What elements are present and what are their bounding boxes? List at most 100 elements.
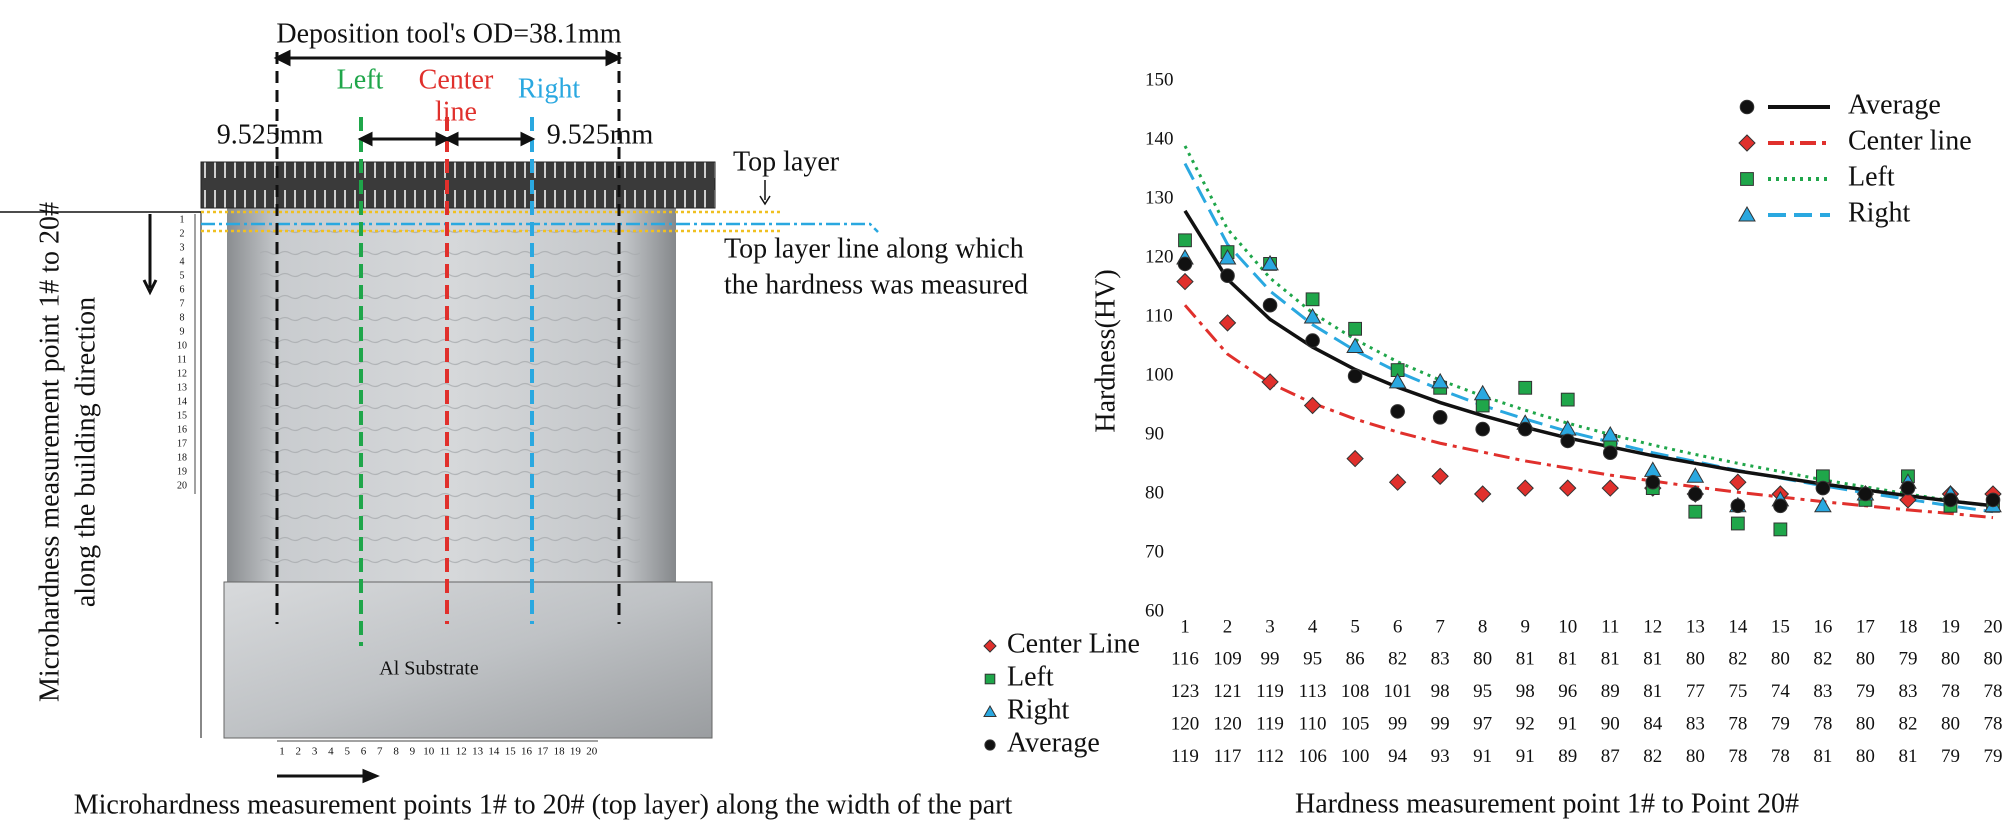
table-value: 79 bbox=[1984, 746, 2003, 767]
ruler-label: 16 bbox=[177, 424, 187, 435]
trend-line bbox=[1183, 209, 1994, 508]
table-value: 80 bbox=[1941, 648, 1960, 669]
table-value: 89 bbox=[1601, 681, 1620, 702]
table-value: 112 bbox=[1256, 746, 1284, 767]
marker bbox=[1899, 491, 1917, 509]
marker bbox=[1516, 479, 1534, 497]
caption: Microhardness measurement points 1# to 2… bbox=[74, 789, 1013, 820]
ruler-label: 6 bbox=[180, 284, 185, 295]
table-value: 81 bbox=[1601, 648, 1620, 669]
table-value: 123 bbox=[1171, 681, 1200, 702]
table-value: 97 bbox=[1473, 713, 1492, 734]
ruler-label: 19 bbox=[570, 746, 582, 758]
ruler-label: 18 bbox=[554, 746, 566, 758]
table-value: 80 bbox=[1856, 713, 1875, 734]
table-value: 86 bbox=[1346, 648, 1365, 669]
table-value: 101 bbox=[1383, 681, 1412, 702]
marker bbox=[1262, 297, 1278, 313]
x-tick-label: 9 bbox=[1520, 616, 1530, 637]
substrate-label: Al Substrate bbox=[379, 658, 479, 680]
table-value: 92 bbox=[1516, 713, 1535, 734]
table-value: 78 bbox=[1728, 746, 1747, 767]
legend-label: Center line bbox=[1848, 125, 1972, 156]
marker bbox=[983, 704, 997, 717]
marker bbox=[1739, 99, 1755, 115]
marker bbox=[984, 739, 996, 751]
table-value: 81 bbox=[1643, 648, 1662, 669]
marker bbox=[1730, 498, 1746, 514]
table-value: 82 bbox=[1813, 648, 1832, 669]
x-tick-label: 17 bbox=[1856, 616, 1875, 637]
top-layer-label: Top layer bbox=[733, 146, 840, 177]
table-value: 78 bbox=[1941, 681, 1960, 702]
table-value: 91 bbox=[1473, 746, 1492, 767]
center-label: Center bbox=[419, 64, 494, 95]
marker bbox=[1518, 380, 1533, 395]
marker bbox=[1178, 233, 1192, 248]
marker bbox=[1730, 516, 1745, 531]
ruler-label: 1 bbox=[180, 214, 185, 225]
marker bbox=[1900, 480, 1916, 496]
y-axis-label: Hardness(HV) bbox=[1090, 269, 1121, 432]
legend-label: Right bbox=[1848, 197, 1910, 228]
table-value: 120 bbox=[1171, 713, 1200, 734]
x-tick-label: 20 bbox=[1984, 616, 2003, 637]
marker bbox=[1601, 425, 1620, 442]
part-photo bbox=[200, 161, 716, 739]
table-value: 78 bbox=[1771, 746, 1790, 767]
marker bbox=[1432, 410, 1448, 425]
vertical-label: along the building direction bbox=[70, 297, 101, 607]
offset-label: 9.525mm bbox=[547, 119, 654, 150]
y-tick-label: 60 bbox=[1145, 600, 1164, 621]
marker bbox=[1560, 433, 1576, 449]
center-label: line bbox=[435, 96, 477, 127]
annotation-lines bbox=[0, 49, 879, 784]
marker bbox=[1738, 134, 1756, 152]
ruler-label: 10 bbox=[177, 340, 187, 351]
legend-label: Center Line bbox=[1007, 628, 1140, 659]
marker bbox=[1815, 469, 1830, 484]
table-value: 80 bbox=[1473, 648, 1492, 669]
ruler-label: 12 bbox=[456, 746, 467, 758]
table-value: 80 bbox=[1856, 648, 1875, 669]
table-value: 78 bbox=[1984, 681, 2003, 702]
ruler-label: 2 bbox=[296, 746, 302, 758]
ruler-label: 14 bbox=[488, 746, 500, 758]
table-value: 82 bbox=[1388, 648, 1407, 669]
x-tick-label: 7 bbox=[1435, 616, 1445, 637]
ruler-label: 11 bbox=[440, 746, 451, 758]
y-tick-label: 110 bbox=[1145, 305, 1173, 326]
table-value: 82 bbox=[1728, 648, 1747, 669]
x-axis-label: Hardness measurement point 1# to Point 2… bbox=[1295, 788, 1799, 819]
x-tick-label: 14 bbox=[1728, 616, 1748, 637]
table-value: 81 bbox=[1516, 648, 1535, 669]
legend-label: Left bbox=[1007, 661, 1054, 692]
x-tick-label: 3 bbox=[1265, 616, 1275, 637]
marker bbox=[1688, 486, 1703, 502]
table-value: 96 bbox=[1558, 681, 1577, 702]
marker bbox=[1858, 486, 1873, 502]
tool-label: Deposition tool's OD=38.1mm bbox=[276, 18, 621, 49]
table-value: 119 bbox=[1171, 746, 1199, 767]
table-value: 82 bbox=[1898, 713, 1917, 734]
table-value: 83 bbox=[1431, 648, 1450, 669]
table-value: 116 bbox=[1171, 648, 1199, 669]
x-tick-label: 5 bbox=[1350, 616, 1360, 637]
ruler-label: 7 bbox=[377, 746, 383, 758]
marker bbox=[1388, 372, 1407, 389]
marker bbox=[1218, 248, 1237, 265]
ruler-label: 4 bbox=[328, 746, 334, 758]
ruler-label: 6 bbox=[361, 746, 367, 758]
table-value: 79 bbox=[1898, 648, 1917, 669]
table-value: 83 bbox=[1686, 713, 1705, 734]
table-value: 79 bbox=[1856, 681, 1875, 702]
diagram-labels: Deposition tool's OD=38.1mm Left Center … bbox=[34, 18, 1028, 820]
y-tick-label: 140 bbox=[1145, 128, 1174, 149]
marker bbox=[1602, 445, 1618, 461]
marker bbox=[1176, 272, 1194, 291]
ruler-label: 9 bbox=[180, 326, 185, 337]
table-value: 84 bbox=[1643, 713, 1663, 734]
table-value: 80 bbox=[1686, 648, 1705, 669]
table-value: 105 bbox=[1341, 713, 1370, 734]
marker bbox=[1390, 404, 1405, 419]
